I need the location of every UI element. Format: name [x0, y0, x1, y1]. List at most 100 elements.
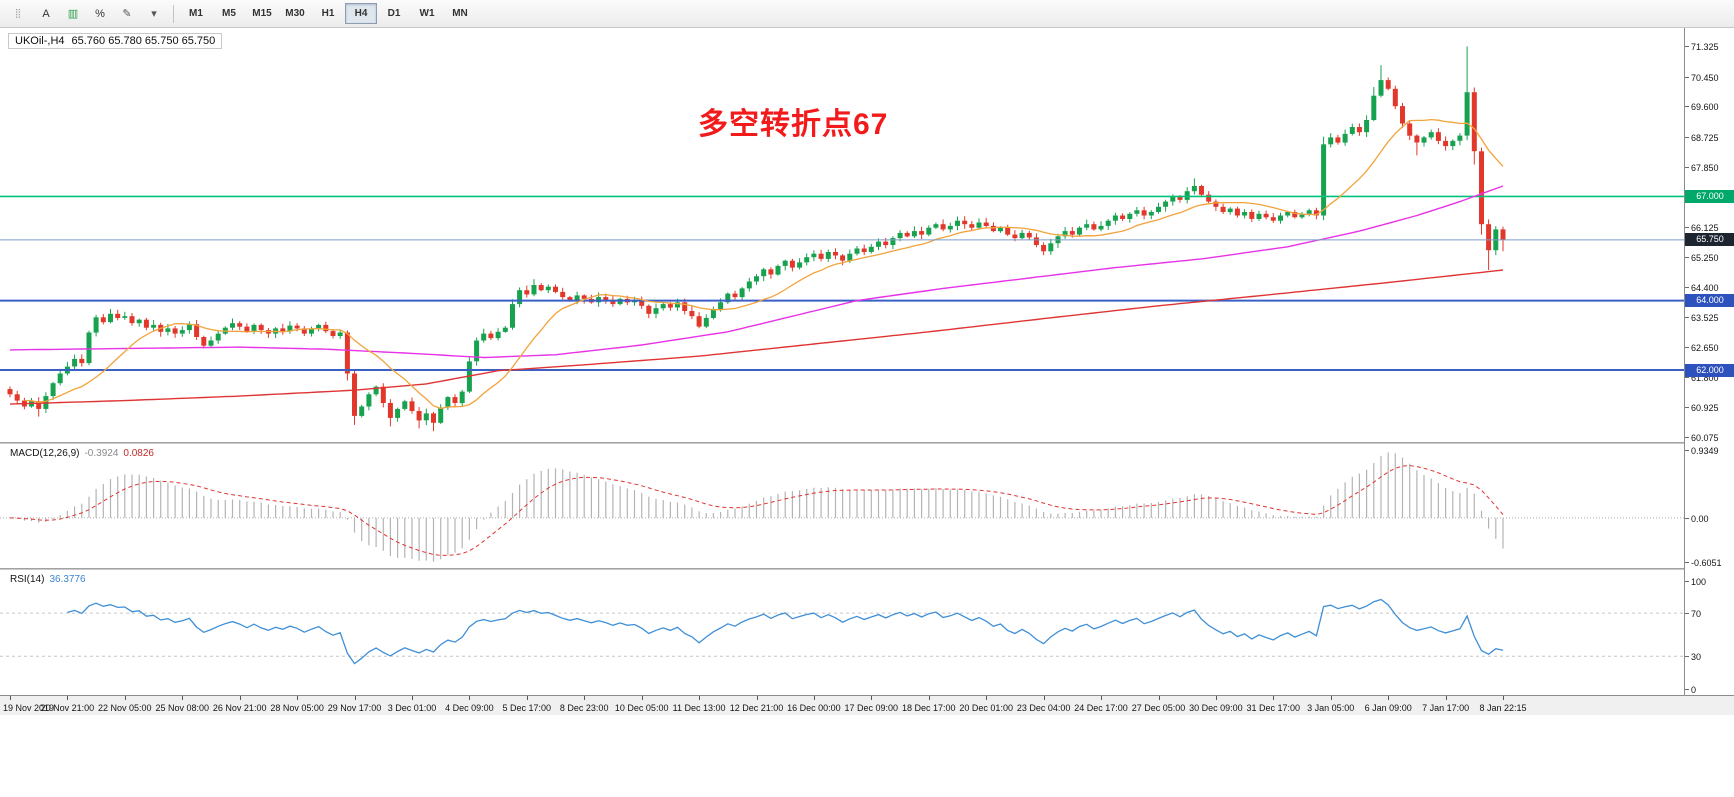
- toolbar: ⣿ A ▥% ✎ ▾ M1 M5 M15 M30 H1 H4 D1 W1 MN: [0, 0, 1734, 28]
- scale-tick: [1685, 76, 1689, 78]
- scale-tick: [1685, 561, 1689, 563]
- timeframe-button-mn[interactable]: MN: [452, 8, 468, 19]
- time-tick: [1215, 696, 1217, 700]
- scale-tick: [1685, 286, 1689, 288]
- time-tick: [10, 696, 11, 700]
- price-tick-label: 64.400: [1691, 282, 1719, 293]
- scale-tick: [1685, 166, 1689, 168]
- macd-indicator-canvas[interactable]: [0, 444, 1684, 570]
- timeframe-button-m30[interactable]: M30: [285, 8, 305, 19]
- time-label: 3 Dec 01:00: [387, 703, 437, 713]
- time-tick: [1388, 696, 1390, 700]
- bid-price-badge: 65.750: [1685, 233, 1734, 247]
- time-tick: [297, 696, 299, 700]
- time-label: 8 Jan 22:15: [1479, 703, 1527, 713]
- time-label: 16 Dec 00:00: [787, 703, 841, 713]
- rsi-line: [67, 598, 1504, 665]
- time-tick: [239, 696, 241, 700]
- time-label: 20 Nov 21:00: [40, 703, 95, 713]
- scale-tick: [1685, 450, 1689, 452]
- time-tick: [928, 696, 930, 700]
- time-tick: [641, 696, 643, 700]
- price-scale[interactable]: 71.325 70.450 69.600 68.725 67.850 66.125 65.2…: [1684, 28, 1734, 695]
- time-tick: [1330, 696, 1332, 700]
- time-label: 5 Dec 17:00: [502, 703, 552, 713]
- time-label: 4 Dec 09:00: [445, 703, 494, 713]
- annotation-text[interactable]: 多空转折点67: [698, 108, 889, 141]
- timeframe-button-d1[interactable]: D1: [387, 8, 401, 19]
- macd-tick-label: 0.9349: [1691, 446, 1719, 457]
- scale-tick: [1685, 46, 1689, 48]
- time-tick: [756, 696, 758, 700]
- macd-label: MACD(12,26,9) -0.3924 0.0826: [10, 448, 154, 459]
- symbol-title: UKOil-,H4 65.760 65.780 65.750 65.750: [8, 33, 223, 49]
- time-label: 17 Dec 09:00: [844, 703, 899, 713]
- pane-splitter-macd[interactable]: [0, 442, 1734, 444]
- toolbar-tools: ⣿ A ▥% ✎ ▾: [4, 3, 167, 25]
- rsi-title: RSI(14): [10, 574, 45, 585]
- timeframe-button-m5[interactable]: M5: [222, 8, 236, 19]
- scale-tick: [1685, 613, 1689, 615]
- pane-splitter-rsi[interactable]: [0, 568, 1734, 570]
- percent-tool-button[interactable]: %: [95, 7, 105, 20]
- rsi-tick-label: 0: [1691, 684, 1697, 695]
- rsi-tick-label: 100: [1691, 576, 1707, 587]
- time-tick: [1445, 696, 1447, 700]
- timeframe-button-m15[interactable]: M15: [252, 8, 272, 19]
- time-tick: [1503, 696, 1504, 700]
- draw-tool-button[interactable]: ✎: [122, 8, 132, 20]
- tool-dropdown-caret[interactable]: ▾: [151, 8, 157, 20]
- time-label: 28 Nov 05:00: [270, 703, 324, 713]
- time-axis[interactable]: 19 Nov 2019 20 Nov 21:00 22 Nov 05:00 25 No…: [0, 695, 1734, 715]
- timeframe-button-m1[interactable]: M1: [189, 8, 203, 19]
- time-tick: [1101, 696, 1102, 700]
- price-tick-label: 60.925: [1691, 403, 1719, 414]
- scale-tick: [1685, 226, 1689, 228]
- scale-tick: [1685, 517, 1689, 519]
- price-badge-67.000: 67.000: [1685, 189, 1734, 203]
- time-tick: [526, 696, 528, 700]
- price-badge-64.000: 64.000: [1685, 294, 1734, 308]
- timeframe-toolbar: M1 M5 M15 M30 H1 H4 D1 W1 MN: [180, 3, 476, 24]
- time-tick: [124, 696, 126, 700]
- scale-tick: [1685, 106, 1689, 108]
- cursor-tool-button[interactable]: A: [42, 7, 50, 20]
- timeframe-button-w1[interactable]: W1: [419, 8, 435, 19]
- candles: [7, 46, 1506, 432]
- timeframe-button-h4[interactable]: H4: [345, 3, 377, 24]
- price-badge-62.000: 62.000: [1685, 363, 1734, 377]
- time-label: 26 Nov 21:00: [212, 703, 267, 713]
- timeframe-button-h1[interactable]: H1: [321, 8, 335, 19]
- rsi-label: RSI(14) 36.3776: [10, 574, 86, 585]
- scale-tick: [1685, 136, 1689, 138]
- time-tick: [1158, 696, 1160, 700]
- rsi-value: 36.3776: [49, 574, 86, 585]
- scale-tick: [1685, 688, 1689, 690]
- time-label: 23 Dec 04:00: [1016, 703, 1071, 713]
- price-tick-label: 61.800: [1691, 372, 1719, 383]
- macd-main-value: -0.3924: [84, 448, 119, 459]
- time-tick: [699, 696, 701, 700]
- rsi-tick-label: 70: [1691, 609, 1702, 620]
- time-label: 19 Nov 2019: [3, 703, 55, 713]
- rsi-indicator-canvas[interactable]: [0, 570, 1684, 695]
- time-tick: [67, 696, 69, 700]
- time-label: 11 Dec 13:00: [672, 703, 726, 713]
- time-tick: [182, 696, 184, 700]
- macd-title: MACD(12,26,9): [10, 448, 80, 459]
- price-tick-label: 67.850: [1691, 162, 1719, 173]
- scale-tick: [1685, 317, 1689, 319]
- toolbar-drag-handle[interactable]: ⣿: [14, 8, 22, 18]
- ma-mid-line: [9, 185, 1504, 359]
- time-label: 30 Dec 09:00: [1189, 703, 1243, 713]
- macd-histogram: [16, 452, 1504, 562]
- price-chart-canvas[interactable]: [0, 28, 1684, 444]
- symbol-name: UKOil-,H4: [15, 35, 65, 47]
- time-label: 24 Dec 17:00: [1074, 703, 1128, 713]
- time-label: 12 Dec 21:00: [729, 703, 784, 713]
- time-label: 29 Nov 17:00: [327, 703, 382, 713]
- scale-tick: [1685, 580, 1689, 582]
- chart-template-icon[interactable]: ▥: [67, 8, 79, 20]
- price-tick-label: 71.325: [1691, 42, 1719, 53]
